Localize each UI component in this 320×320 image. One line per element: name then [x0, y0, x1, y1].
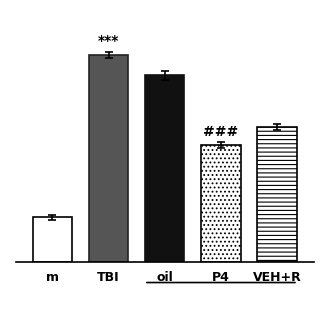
- Text: ***: ***: [98, 34, 119, 48]
- Text: ###: ###: [203, 125, 239, 139]
- Bar: [33, 217, 72, 262]
- Bar: [89, 55, 128, 262]
- Bar: [201, 145, 241, 262]
- Bar: [145, 75, 184, 262]
- Bar: [258, 127, 297, 262]
